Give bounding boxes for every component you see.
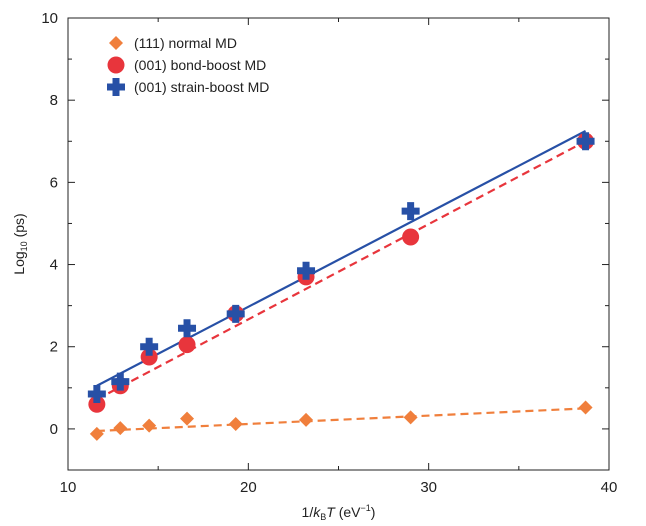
legend: (111) normal MD (001) bond-boost MD (001) …: [107, 35, 269, 96]
diamond-point: [299, 412, 314, 427]
plus-point: [111, 372, 130, 391]
circle-point: [402, 228, 420, 246]
legend-diamond-marker: [109, 36, 123, 50]
legend-label: (001) strain-boost MD: [134, 79, 269, 95]
plus-point: [140, 337, 159, 356]
fit-line: [96, 130, 587, 387]
diamond-point: [89, 426, 104, 441]
x-tick-label: 30: [420, 479, 437, 496]
plus-point: [401, 202, 420, 221]
y-tick-label: 8: [50, 92, 58, 109]
circle-point: [88, 395, 106, 413]
x-tick-label: 20: [240, 479, 257, 496]
plus-point: [576, 132, 595, 151]
y-tick-label: 10: [41, 10, 58, 27]
y-axis-label: Log10 (ps): [11, 213, 29, 274]
y-tick-label: 2: [50, 339, 58, 356]
legend-label: (001) bond-boost MD: [134, 57, 266, 73]
diamond-point: [142, 418, 157, 433]
diamond-point: [113, 421, 128, 436]
x-axis-label: 1/kBT (eV−1): [302, 503, 376, 522]
y-tick-label: 6: [50, 174, 58, 191]
legend-plus-marker: [107, 78, 125, 96]
diamond-point: [578, 400, 593, 415]
circle-point: [178, 336, 196, 354]
diamond-point: [228, 416, 243, 431]
plus-point: [87, 384, 106, 403]
plus-point: [226, 304, 245, 323]
fit-line: [96, 140, 587, 401]
diamond-point: [180, 411, 195, 426]
plus-point: [297, 261, 316, 280]
x-tick-label: 10: [60, 479, 77, 496]
x-tick-label: 40: [601, 479, 618, 496]
fit-line: [96, 407, 586, 433]
y-tick-label: 4: [50, 257, 58, 274]
legend-label: (111) normal MD: [134, 35, 237, 51]
y-tick-label: 0: [50, 421, 58, 438]
plus-point: [178, 319, 197, 338]
diamond-point: [403, 410, 418, 425]
circle-point: [140, 348, 158, 366]
legend-circle-marker: [107, 56, 125, 74]
